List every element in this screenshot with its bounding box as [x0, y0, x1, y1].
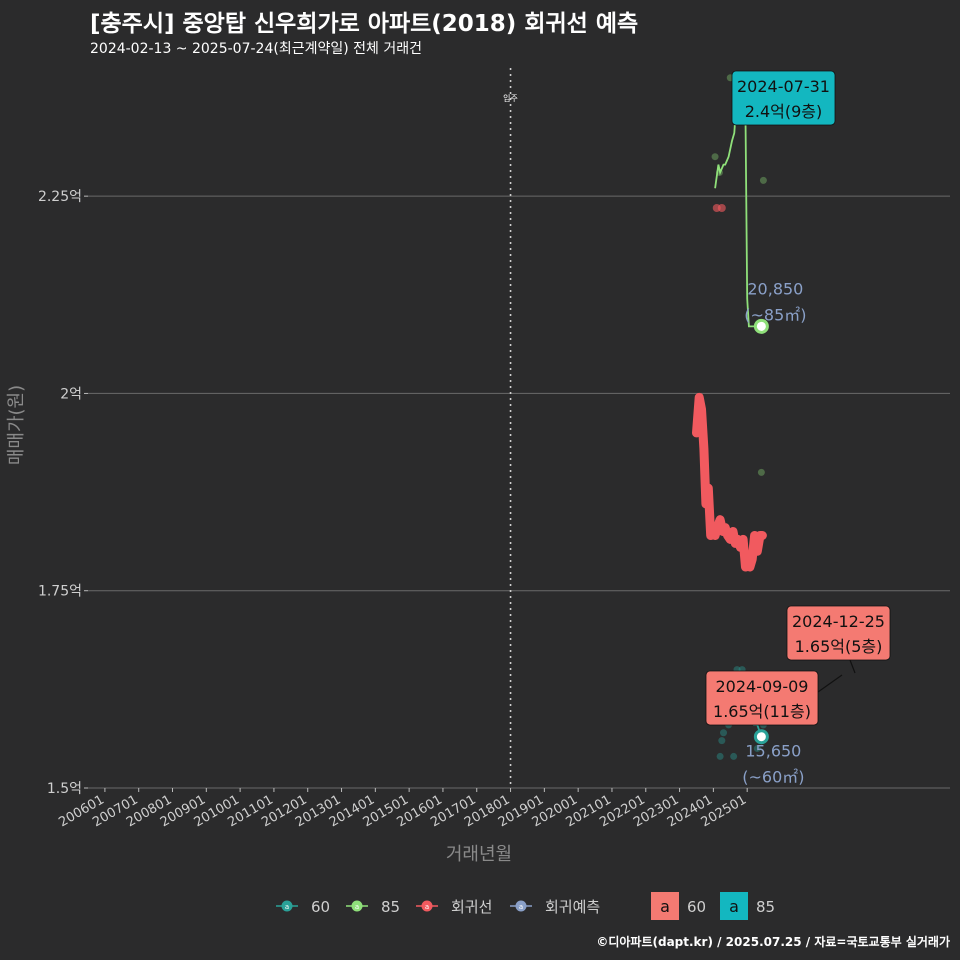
y-tick-label: 2.25억	[38, 189, 82, 205]
legend-label: 85	[381, 898, 400, 916]
legend-key-letter: a	[660, 897, 670, 916]
legend-marker	[351, 900, 363, 912]
chart-subtitle: 2024-02-13 ~ 2025-07-24(최근계약일) 전체 거래건	[90, 41, 422, 57]
legend-key-box	[651, 892, 679, 920]
legend-marker-key: a	[285, 903, 289, 911]
point-85	[711, 153, 719, 161]
regression-sample-point	[717, 203, 726, 212]
annotation-date: 2024-07-31	[737, 77, 830, 96]
annotation-leader	[849, 659, 856, 674]
legend-marker-key: a	[355, 903, 359, 911]
legend-label: 회귀예측	[545, 898, 600, 916]
point-60	[716, 752, 724, 760]
legend-marker	[281, 900, 293, 912]
y-tick-label: 1.75억	[38, 584, 82, 600]
annotation-box	[705, 670, 819, 726]
legend-marker-key: a	[519, 903, 523, 911]
point-60	[753, 745, 761, 753]
legend-marker	[421, 900, 433, 912]
end-value-85: 20,850	[747, 279, 803, 298]
legend-marker	[515, 900, 527, 912]
annotation-price: 1.65억(11층)	[713, 702, 811, 721]
end-point-85	[753, 318, 769, 334]
annotation-price: 1.65억(5층)	[795, 637, 883, 656]
series-85-line	[714, 100, 762, 328]
point-85	[759, 176, 767, 184]
legend-key-label: 85	[756, 898, 775, 916]
annotation-leader	[817, 674, 843, 693]
move-in-label: 입주	[503, 94, 518, 103]
annotation-price: 2.4억(9층)	[745, 102, 823, 121]
legend-label: 회귀선	[451, 898, 492, 916]
end-area-60: (~60㎡)	[742, 768, 804, 787]
point-60	[730, 752, 738, 760]
legend-marker-key: a	[425, 903, 429, 911]
annotation-date: 2024-09-09	[716, 677, 809, 696]
y-axis-title: 매매가(원)	[6, 385, 27, 465]
point-85	[757, 468, 765, 476]
series-regression-line	[692, 392, 767, 572]
end-value-60: 15,650	[745, 742, 801, 761]
source-caption: ©디아파트(dapt.kr) / 2025.07.25 / 자료=국토교통부 실…	[596, 935, 950, 949]
end-point-60	[753, 729, 769, 745]
legend-key-box	[720, 892, 748, 920]
legend-key-letter: a	[729, 897, 739, 916]
annotation-date: 2024-12-25	[792, 612, 885, 631]
y-tick-label: 2억	[60, 386, 82, 402]
chart-title: [충주시] 중앙탑 신우희가로 아파트(2018) 회귀선 예측	[90, 11, 639, 37]
legend-label: 60	[311, 898, 330, 916]
legend-key-label: 60	[687, 898, 706, 916]
point-60	[718, 737, 726, 745]
end-area-85: (~85㎡)	[744, 305, 806, 324]
annotation-box	[731, 70, 836, 126]
y-tick-label: 1.5억	[47, 781, 82, 797]
annotation-box	[786, 605, 891, 661]
point-60	[720, 729, 728, 737]
x-axis-title: 거래년월	[446, 844, 512, 865]
